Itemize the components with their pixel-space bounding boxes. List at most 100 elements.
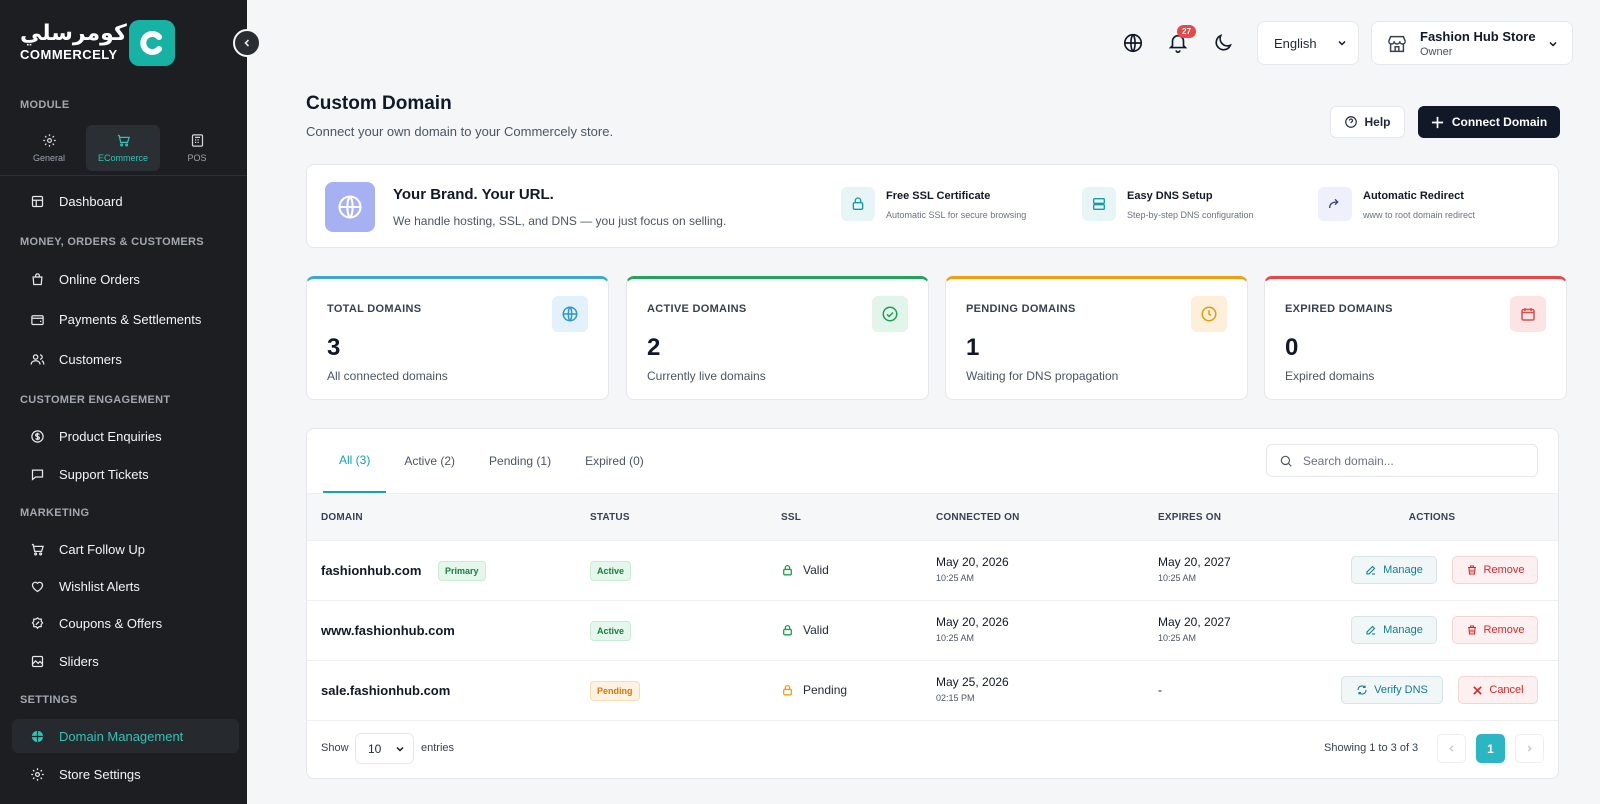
manage-button-label: Manage bbox=[1383, 564, 1423, 576]
sidebar-item-online-orders[interactable]: Online Orders bbox=[12, 262, 239, 296]
plus-icon bbox=[1431, 116, 1443, 128]
section-label-engagement: CUSTOMER ENGAGEMENT bbox=[20, 394, 171, 406]
sidebar-item-customers[interactable]: Customers bbox=[12, 342, 239, 376]
entries-label: entries bbox=[421, 742, 455, 754]
stat-value: 3 bbox=[327, 334, 341, 361]
column-header-status[interactable]: STATUS bbox=[590, 512, 630, 523]
server-icon bbox=[1082, 187, 1116, 221]
remove-button[interactable]: Remove bbox=[1452, 616, 1538, 644]
edit-icon bbox=[1366, 565, 1376, 575]
manage-button[interactable]: Manage bbox=[1351, 616, 1437, 644]
help-button[interactable]: Help bbox=[1330, 106, 1405, 138]
entries-per-page-select[interactable]: 10 bbox=[355, 733, 414, 764]
table-row: sale.fashionhub.com Pending Pending May … bbox=[307, 661, 1558, 721]
sidebar-item-coupons[interactable]: Coupons & Offers bbox=[12, 606, 239, 640]
tab-active[interactable]: Active (2) bbox=[404, 454, 456, 468]
sidebar-item-store-settings[interactable]: Store Settings bbox=[12, 757, 239, 791]
stat-desc: Currently live domains bbox=[647, 369, 766, 383]
notifications-count-badge: 27 bbox=[1177, 25, 1196, 38]
language-globe-button[interactable] bbox=[1120, 30, 1146, 56]
sidebar-item-label: Cart Follow Up bbox=[59, 541, 145, 557]
domain-name[interactable]: www.fashionhub.com bbox=[321, 623, 455, 638]
brand-logo[interactable]: كومرسلي COMMERCELY bbox=[20, 20, 180, 66]
sidebar-item-dashboard[interactable]: Dashboard bbox=[12, 184, 239, 218]
ssl-status-label: Valid bbox=[803, 563, 829, 577]
section-label-module: MODULE bbox=[20, 99, 70, 111]
chevron-right-icon bbox=[1527, 745, 1532, 752]
feature-title: Easy DNS Setup bbox=[1127, 190, 1213, 202]
column-header-connected-on[interactable]: CONNECTED ON bbox=[936, 512, 1020, 523]
section-label-marketing: MARKETING bbox=[20, 507, 90, 519]
manage-button-label: Manage bbox=[1383, 624, 1423, 636]
search-icon bbox=[1280, 455, 1292, 467]
sidebar-item-label: Domain Management bbox=[59, 728, 184, 744]
domains-panel: All (3) Active (2) Pending (1) Expired (… bbox=[306, 428, 1559, 779]
remove-button[interactable]: Remove bbox=[1452, 556, 1538, 584]
page-1-button[interactable]: 1 bbox=[1476, 734, 1505, 763]
store-switcher[interactable]: Fashion Hub Store Owner bbox=[1371, 21, 1573, 65]
section-label-settings: SETTINGS bbox=[20, 694, 78, 706]
expires-time: 10:25 AM bbox=[1158, 633, 1197, 643]
trash-icon bbox=[1467, 625, 1476, 635]
remove-button-label: Remove bbox=[1483, 564, 1525, 576]
language-value: English bbox=[1274, 35, 1317, 51]
chevron-left-icon bbox=[1449, 745, 1454, 752]
dark-mode-toggle[interactable] bbox=[1210, 30, 1236, 56]
verify-dns-button[interactable]: Verify DNS bbox=[1341, 676, 1443, 704]
connected-date: May 25, 2026 bbox=[936, 675, 1009, 689]
feature-desc: www to root domain redirect bbox=[1363, 210, 1476, 220]
store-name: Fashion Hub Store bbox=[1420, 29, 1536, 44]
expires-time: 10:25 AM bbox=[1158, 573, 1197, 583]
lock-icon bbox=[783, 624, 792, 635]
lock-icon bbox=[841, 187, 875, 221]
domain-name[interactable]: sale.fashionhub.com bbox=[321, 683, 451, 698]
sidebar-item-label: Dashboard bbox=[59, 193, 123, 209]
column-header-domain[interactable]: DOMAIN bbox=[321, 512, 363, 523]
column-header-expires-on[interactable]: EXPIRES ON bbox=[1158, 512, 1222, 523]
entries-value: 10 bbox=[368, 741, 382, 756]
image-icon bbox=[30, 654, 45, 669]
bag-icon bbox=[30, 272, 45, 287]
sidebar-item-wishlist-alerts[interactable]: Wishlist Alerts bbox=[12, 569, 239, 603]
chevron-down-icon bbox=[1338, 40, 1346, 46]
brand-badge-icon bbox=[129, 20, 175, 66]
manage-button[interactable]: Manage bbox=[1351, 556, 1437, 584]
sidebar-item-domain-management[interactable]: Domain Management bbox=[12, 719, 239, 753]
refresh-icon bbox=[1357, 685, 1367, 695]
tab-pending[interactable]: Pending (1) bbox=[489, 454, 552, 468]
connect-domain-button[interactable]: Connect Domain bbox=[1418, 106, 1560, 138]
tab-expired[interactable]: Expired (0) bbox=[585, 454, 644, 468]
ssl-status: Valid bbox=[781, 563, 829, 577]
sidebar-item-cart-follow-up[interactable]: Cart Follow Up bbox=[12, 532, 239, 566]
sidebar-item-label: Support Tickets bbox=[59, 466, 149, 482]
store-role: Owner bbox=[1420, 46, 1453, 58]
sidebar-collapse-button[interactable] bbox=[233, 29, 261, 57]
tab-all[interactable]: All (3) bbox=[323, 429, 387, 493]
prev-page-button[interactable] bbox=[1437, 734, 1466, 763]
module-tab-ecommerce[interactable]: ECommerce bbox=[86, 125, 160, 171]
primary-badge: Primary bbox=[438, 561, 486, 581]
wallet-icon bbox=[30, 312, 45, 327]
banner-title: Your Brand. Your URL. bbox=[393, 186, 554, 203]
module-tab-general[interactable]: General bbox=[12, 125, 86, 171]
banner-subtitle: We handle hosting, SSL, and DNS — you ju… bbox=[393, 214, 727, 228]
sidebar-item-payments[interactable]: Payments & Settlements bbox=[12, 302, 239, 336]
language-select[interactable]: English bbox=[1257, 21, 1359, 65]
column-header-ssl[interactable]: SSL bbox=[781, 512, 802, 523]
domain-name[interactable]: fashionhub.com bbox=[321, 563, 422, 578]
module-tab-pos[interactable]: POS bbox=[160, 125, 234, 171]
sidebar-item-support-tickets[interactable]: Support Tickets bbox=[12, 457, 239, 491]
cancel-button[interactable]: Cancel bbox=[1458, 676, 1538, 704]
expires-date: May 20, 2027 bbox=[1158, 615, 1231, 629]
globe-icon bbox=[1123, 33, 1143, 53]
brand-name: COMMERCELY bbox=[20, 47, 118, 62]
ssl-status-label: Valid bbox=[803, 623, 829, 637]
next-page-button[interactable] bbox=[1515, 734, 1544, 763]
users-icon bbox=[30, 352, 45, 367]
sidebar-item-sliders[interactable]: Sliders bbox=[12, 644, 239, 678]
feature-title: Free SSL Certificate bbox=[886, 190, 991, 202]
sidebar-item-product-enquiries[interactable]: Product Enquiries bbox=[12, 419, 239, 453]
pos-icon bbox=[190, 133, 205, 148]
search-input[interactable] bbox=[1303, 453, 1523, 468]
moon-icon bbox=[1215, 34, 1232, 51]
